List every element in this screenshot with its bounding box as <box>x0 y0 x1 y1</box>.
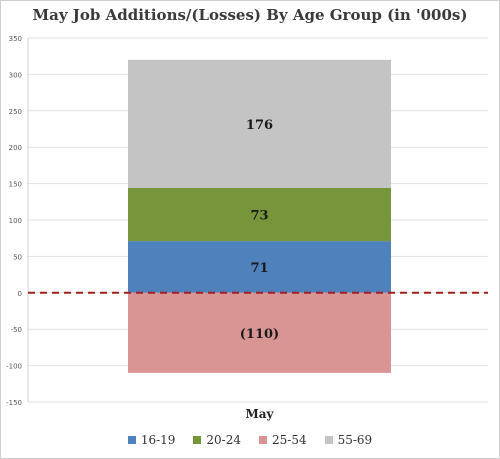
y-tick-label: 50 <box>13 253 22 261</box>
legend-label: 16-19 <box>140 433 176 447</box>
y-tick-label: -50 <box>11 326 22 334</box>
legend-label: 25-54 <box>272 433 307 447</box>
chart-title: May Job Additions/(Losses) By Age Group … <box>32 6 468 24</box>
legend-swatch <box>324 436 333 444</box>
data-label-55-69: 176 <box>246 118 273 133</box>
y-tick-label: -150 <box>6 399 22 407</box>
legend: 16-19 20-24 25-54 55-69 <box>0 433 500 447</box>
legend-item-55-69: 55-69 <box>324 433 373 447</box>
legend-swatch <box>259 436 267 444</box>
legend-swatch <box>193 436 202 444</box>
y-tick-label: -100 <box>6 363 22 371</box>
bar-segment-55-69 <box>128 59 391 188</box>
y-tick-label: 200 <box>9 144 22 152</box>
bar-segment-20-24 <box>128 187 391 242</box>
bar-segment-16-19 <box>128 241 391 293</box>
legend-item-20-24: 20-24 <box>193 433 241 447</box>
y-tick-label: 350 <box>9 35 22 43</box>
legend-label: 55-69 <box>337 433 373 447</box>
data-label-16-19: 71 <box>250 261 268 276</box>
legend-item-25-54: 25-54 <box>259 433 307 447</box>
y-tick-label: 0 <box>18 290 22 298</box>
legend-swatch <box>127 436 136 444</box>
y-tick-label: 300 <box>9 71 22 79</box>
y-tick-label: 100 <box>9 217 22 225</box>
x-category-label: May <box>245 407 274 421</box>
bar-segment-25-54 <box>128 292 391 373</box>
legend-label: 20-24 <box>206 433 241 447</box>
y-tick-label: 250 <box>9 108 22 116</box>
legend-item-16-19: 16-19 <box>127 433 176 447</box>
y-tick-label: 150 <box>9 181 22 189</box>
data-label-20-24: 73 <box>250 209 268 224</box>
data-label-25-54: (110) <box>240 327 279 342</box>
